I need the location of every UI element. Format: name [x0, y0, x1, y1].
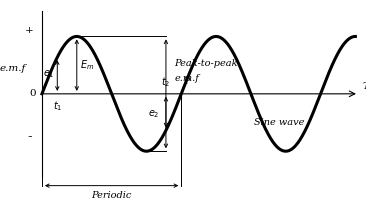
Text: e.m.f: e.m.f [0, 63, 26, 73]
Text: +: + [25, 26, 34, 35]
Text: Peak-to-peak: Peak-to-peak [174, 60, 238, 68]
Text: P: P [183, 77, 190, 86]
Text: $t_2$: $t_2$ [161, 75, 171, 89]
Text: $t_1$: $t_1$ [53, 100, 63, 113]
Text: Time: Time [362, 82, 366, 91]
Text: 0: 0 [29, 89, 36, 98]
Text: Sine wave: Sine wave [254, 118, 305, 127]
Text: $e_2$: $e_2$ [148, 108, 160, 120]
Text: $E_m$: $E_m$ [79, 58, 94, 72]
Text: e.m.f: e.m.f [174, 74, 199, 83]
Text: -: - [27, 130, 32, 143]
Text: Periodic: Periodic [92, 191, 132, 200]
Text: $e_1$: $e_1$ [43, 68, 55, 80]
